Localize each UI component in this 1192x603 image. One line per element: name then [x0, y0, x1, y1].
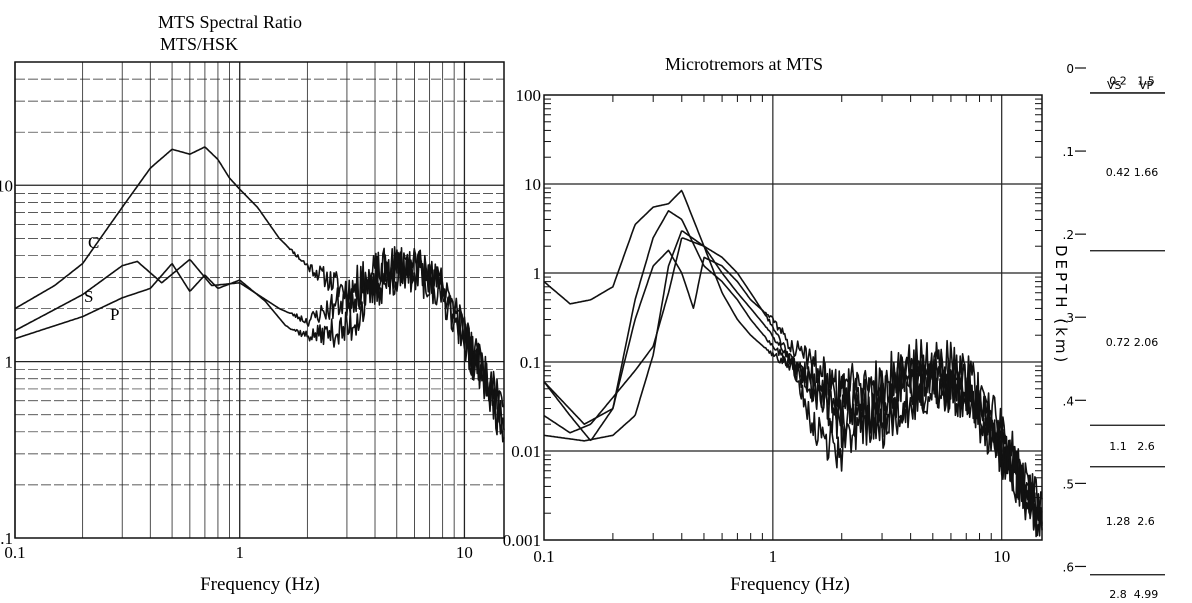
- chart-title: Microtremors at MTS: [665, 54, 823, 74]
- y-tick-label: 10: [524, 175, 541, 194]
- vp-value: 2.06: [1134, 336, 1159, 349]
- y-tick-label: 0.1: [520, 353, 541, 372]
- vp-value: 1.66: [1134, 166, 1159, 179]
- x-tick-label: 0.1: [4, 543, 25, 562]
- depth-tick-label: .5: [1063, 477, 1074, 491]
- y-tick-label: 0.1: [0, 529, 13, 548]
- curve-label-p: P: [110, 305, 119, 324]
- x-tick-label: 1: [235, 543, 244, 562]
- series-line-4: [543, 249, 1043, 521]
- y-tick-label: 0.01: [511, 442, 541, 461]
- vp-value: 4.99: [1134, 588, 1159, 601]
- x-tick-label: 1: [769, 547, 778, 566]
- depth-ticks: 0 .1 .2 .3 .4 .5 .6: [1063, 62, 1086, 574]
- vs-value: 0.2: [1109, 74, 1127, 87]
- vs-value: 0.42: [1106, 166, 1131, 179]
- vs-value: 2.8: [1109, 588, 1127, 601]
- vs-value: 0.72: [1106, 336, 1131, 349]
- curve-label-c: C: [88, 233, 99, 252]
- plot-frame-mid: [543, 94, 1043, 541]
- x-tick-label: 0.1: [533, 547, 554, 566]
- y-tick-label: 100: [516, 86, 542, 105]
- depth-tick-label: .1: [1063, 145, 1074, 159]
- depth-tick-label: .4: [1063, 394, 1074, 408]
- vp-value: 2.6: [1137, 515, 1155, 528]
- layer-boundaries: [1090, 92, 1165, 576]
- grid-mid: [544, 95, 1042, 540]
- column-header-vp: VP: [1139, 79, 1154, 92]
- plot-frame-left: [14, 61, 505, 539]
- chart-title: MTS Spectral Ratio: [158, 12, 302, 32]
- curve-label-s: S: [84, 287, 93, 306]
- vp-value: 2.6: [1137, 440, 1155, 453]
- microtremors-chart: Microtremors at MTS 0.1 1 10 0.001 0.01 0.1 1 1…: [503, 54, 1043, 595]
- vs-value: 1.28: [1106, 515, 1131, 528]
- velocity-profile: DEPTH (km) 0 .1 .2 .3 .4 .5 .6 VS VP 0.2 1.5 0.4…: [1052, 62, 1165, 601]
- chart-subtitle: MTS/HSK: [160, 34, 238, 54]
- vp-value: 1.5: [1137, 74, 1155, 87]
- curves-mid: [543, 189, 1043, 538]
- y-tick-label: 1: [533, 264, 542, 283]
- y-tick-label: 10: [0, 176, 13, 195]
- ticks-left: 0.1 1 10 0.1 1 10: [0, 176, 473, 562]
- depth-tick-label: .6: [1063, 560, 1074, 574]
- x-axis-label: Frequency (Hz): [730, 574, 850, 595]
- ticks-mid: 0.1 1 10 0.001 0.01 0.1 1 10 100: [503, 86, 1042, 566]
- column-header-vs: VS: [1107, 79, 1122, 92]
- x-axis-label: Frequency (Hz): [200, 574, 320, 595]
- layer-rows: 0.2 1.5 0.42 1.66 0.72 2.06 1.1 2.6 1.28 2.6 2.8 4.…: [1106, 74, 1159, 601]
- depth-tick-label: 0: [1066, 62, 1074, 76]
- series-line-p: [14, 248, 505, 431]
- depth-tick-label: .2: [1063, 228, 1074, 242]
- depth-tick-label: .3: [1063, 311, 1074, 325]
- vs-value: 1.1: [1109, 440, 1127, 453]
- x-tick-label: 10: [993, 547, 1010, 566]
- series-line-5: [543, 237, 1043, 537]
- depth-axis-label: DEPTH (km): [1052, 245, 1070, 365]
- spectral-ratio-chart: MTS Spectral Ratio MTS/HSK 0.11100.1110 …: [0, 12, 505, 595]
- x-tick-label: 10: [456, 543, 473, 562]
- y-tick-label: 0.001: [503, 531, 541, 550]
- curves-left: [14, 146, 505, 443]
- y-tick-label: 1: [5, 353, 14, 372]
